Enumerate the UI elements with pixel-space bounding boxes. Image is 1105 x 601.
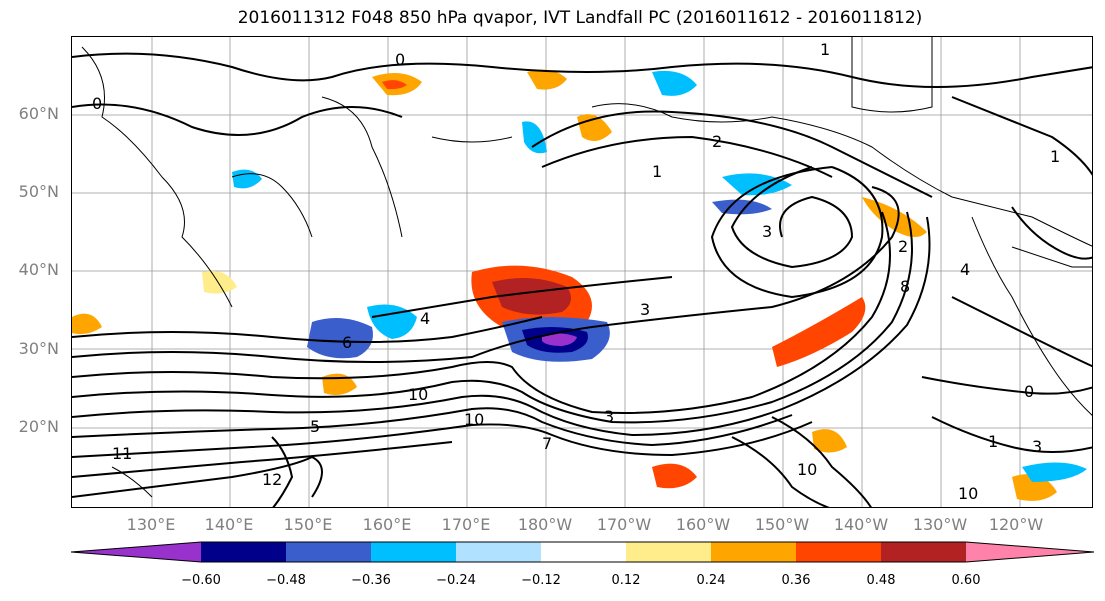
colorbar-tick-label: −0.12 [521,573,561,588]
contour-label: 3 [762,222,772,241]
colorbar-segment [626,542,711,562]
ivt-contours [72,52,1092,507]
contour-label: 11 [112,444,132,463]
colorbar-segment [966,542,1094,562]
colorbar-segment [71,542,201,562]
colorbar-tick-label: −0.48 [266,573,306,588]
contour-label: 4 [960,260,970,279]
lon-label-130w: 130°W [912,515,968,534]
lon-label-180w: 180°W [517,515,573,534]
colorbar [70,541,1095,563]
contour-label: 0 [92,94,102,113]
contour-label: 2 [898,237,908,256]
lon-label-140e: 140°E [204,515,254,534]
colorbar-segment [881,542,966,562]
lon-label-120w: 120°W [988,515,1044,534]
contour-label: 3 [604,407,614,426]
lon-label-160w: 160°W [675,515,731,534]
colorbar-segment [371,542,456,562]
lon-label-130e: 130°E [126,515,176,534]
colorbar-segment [796,542,881,562]
colorbar-tick-label: 0.24 [696,573,726,588]
contour-label: 2 [712,132,722,151]
contour-label: 10 [464,410,484,429]
contour-label-group: 0 0 1 1 1 2 2 3 3 4 5 6 8 10 10 11 12 4 … [92,40,1060,503]
colorbar-tick-label: −0.60 [181,573,221,588]
lon-label-170w: 170°W [596,515,652,534]
graticule [72,37,1092,507]
colorbar-segment [456,542,541,562]
lat-label-20n: 20°N [18,417,59,436]
chart-title: 2016011312 F048 850 hPa qvapor, IVT Land… [237,8,923,28]
colorbar-segment [541,542,626,562]
contour-label: 3 [1032,437,1042,456]
lon-label-150w: 150°W [754,515,810,534]
coastlines [81,37,1092,498]
contour-label: 7 [542,434,552,453]
contour-label: 1 [1050,147,1060,166]
colorbar-segment [711,542,796,562]
lon-label-150e: 150°E [283,515,333,534]
lat-label-50n: 50°N [18,182,59,201]
colorbar-segment [286,542,371,562]
contour-label: 4 [420,309,430,328]
colorbar-tick-label: 0.48 [866,573,896,588]
contour-label: 1 [820,40,830,59]
map-panel: 0 0 1 1 1 2 2 3 3 4 5 6 8 10 10 11 12 4 … [71,36,1093,508]
contour-label: 0 [1024,382,1034,401]
contour-label: 1 [988,432,998,451]
lon-label-170e: 170°E [441,515,491,534]
lat-label-30n: 30°N [18,339,59,358]
colorbar-tick-label: −0.24 [436,573,476,588]
contour-label: 10 [958,484,978,503]
colorbar-segment [201,542,286,562]
map-canvas: 0 0 1 1 1 2 2 3 3 4 5 6 8 10 10 11 12 4 … [72,37,1092,507]
contour-label: 8 [900,277,910,296]
lon-label-140w: 140°W [833,515,889,534]
contour-label: 12 [262,470,282,489]
colorbar-tick-label: 0.36 [781,573,811,588]
contour-label: 3 [640,300,650,319]
contour-label: 5 [310,417,320,436]
colorbar-tick-label: −0.36 [351,573,391,588]
colorbar-tick-label: 0.12 [611,573,641,588]
lon-label-160e: 160°E [362,515,412,534]
contour-label: 10 [408,385,428,404]
colorbar-tick-label: 0.60 [951,573,981,588]
contour-label: 10 [797,460,817,479]
colorbar-outline [70,541,1095,563]
contour-label: 0 [395,50,405,69]
lat-label-40n: 40°N [18,260,59,279]
contour-label: 1 [652,162,662,181]
lat-label-60n: 60°N [18,104,59,123]
contour-label: 6 [342,333,352,352]
